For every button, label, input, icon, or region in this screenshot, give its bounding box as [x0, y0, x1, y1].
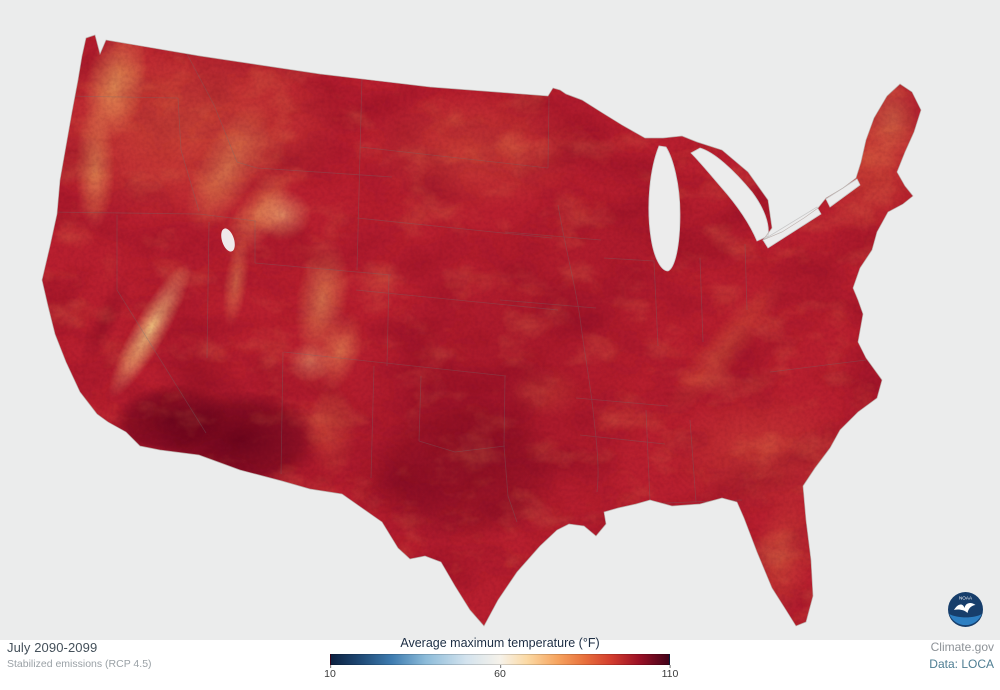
great-lakes [648, 145, 861, 272]
colorbar [330, 654, 670, 665]
brand-label: Climate.gov [930, 640, 994, 654]
period-label: July 2090-2099 [7, 640, 98, 655]
legend-tick-min: 10 [324, 665, 336, 680]
lake-michigan [648, 145, 681, 272]
noaa-gull-icon [954, 602, 976, 613]
data-source-label: Data: LOCA [929, 657, 994, 671]
noaa-logo-wave [949, 614, 982, 626]
footer: July 2090-2099 Stabilized emissions (RCP… [0, 636, 1000, 690]
legend-tick-mid: 60 [494, 665, 506, 680]
legend-tick-max: 110 [661, 665, 679, 680]
footer-right: Climate.gov Data: LOCA [929, 640, 994, 671]
state-borders [46, 53, 867, 523]
temperature-legend: Average maximum temperature (°F) 10 60 1… [324, 636, 678, 683]
lake-huron [690, 147, 769, 242]
noaa-logo: NOAA [948, 592, 983, 627]
noaa-logo-text: NOAA [959, 596, 973, 601]
legend-ticks: 10 60 110 [324, 665, 678, 683]
lake-ontario [825, 178, 861, 208]
lake-erie [762, 206, 822, 249]
us-temperature-map [41, 34, 922, 627]
map-area [0, 0, 1000, 640]
great-salt-lake [221, 228, 235, 252]
legend-title: Average maximum temperature (°F) [400, 636, 600, 650]
footer-left: July 2090-2099 Stabilized emissions (RCP… [7, 640, 152, 670]
scenario-label: Stabilized emissions (RCP 4.5) [7, 658, 152, 670]
